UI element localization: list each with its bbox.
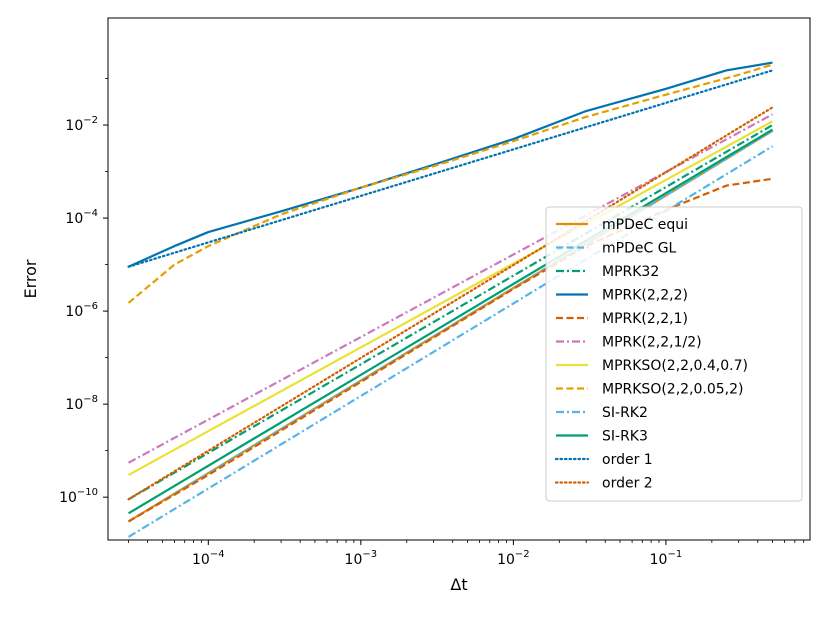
legend-label-1: mPDeC GL — [602, 241, 677, 257]
y-axis-label: Error — [21, 259, 40, 298]
y-tick-label: 10−8 — [65, 394, 98, 413]
legend-label-7: MPRKSO(2,2,0.05,2) — [602, 382, 744, 398]
legend-label-9: SI-RK3 — [602, 429, 648, 445]
legend-label-10: order 1 — [602, 452, 653, 468]
x-tick-label: 10−2 — [497, 549, 530, 568]
axes-frame — [107, 17, 811, 541]
series-line-7 — [127, 63, 773, 304]
series-line-11 — [127, 106, 774, 501]
legend-label-2: MPRK32 — [602, 264, 659, 280]
series-line-10 — [127, 69, 774, 268]
y-tick-label: 10−10 — [59, 487, 98, 506]
series-line-2 — [127, 124, 774, 501]
legend-label-6: MPRKSO(2,2,0.4,0.7) — [602, 358, 748, 374]
legend-label-8: SI-RK2 — [602, 405, 648, 421]
x-axis-label: Δt — [450, 575, 467, 594]
y-tick-label: 10−4 — [65, 208, 98, 227]
legend-box — [545, 206, 803, 502]
ticks-layer: 10−4 10−3 10−2 10−1 10−10 10−8 10−6 10−4 10−2 — [59, 78, 805, 568]
legend-label-0: mPDeC equi — [602, 217, 688, 233]
series-line-4 — [127, 177, 773, 523]
series-line-6 — [128, 120, 774, 476]
series-line-5 — [128, 113, 774, 464]
x-tick-label: 10−4 — [192, 549, 225, 568]
series-line-0 — [127, 129, 774, 523]
legend: mPDeC equi mPDeC GL MPRK32 MPRK(2,2,2) MPRK(… — [545, 206, 803, 502]
series-line-3 — [128, 61, 773, 268]
legend-label-5: MPRK(2,2,1/2) — [602, 335, 702, 351]
y-tick-label: 10−6 — [65, 301, 98, 320]
legend-label-11: order 2 — [602, 476, 653, 492]
series-line-9 — [127, 128, 774, 515]
x-tick-label: 10−1 — [650, 549, 683, 568]
y-tick-label: 10−2 — [65, 115, 98, 134]
legend-label-4: MPRK(2,2,1) — [602, 311, 688, 327]
legend-label-3: MPRK(2,2,2) — [602, 288, 688, 304]
x-tick-label: 10−3 — [345, 549, 378, 568]
